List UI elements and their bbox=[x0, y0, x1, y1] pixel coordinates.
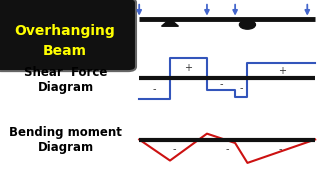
FancyBboxPatch shape bbox=[0, 0, 136, 71]
Polygon shape bbox=[162, 19, 179, 26]
Text: Overhanging: Overhanging bbox=[14, 24, 115, 39]
Text: +: + bbox=[278, 66, 286, 76]
Text: +: + bbox=[184, 63, 193, 73]
Text: -: - bbox=[219, 79, 223, 89]
Text: Bending moment
Diagram: Bending moment Diagram bbox=[9, 126, 122, 154]
Text: -: - bbox=[278, 144, 282, 154]
Text: Beam: Beam bbox=[43, 44, 87, 58]
Text: Shear  Force
Diagram: Shear Force Diagram bbox=[24, 66, 107, 94]
Text: -: - bbox=[152, 84, 156, 94]
Text: -: - bbox=[240, 83, 243, 93]
Text: -: - bbox=[173, 144, 176, 154]
Text: -: - bbox=[226, 144, 229, 154]
Circle shape bbox=[239, 20, 255, 29]
